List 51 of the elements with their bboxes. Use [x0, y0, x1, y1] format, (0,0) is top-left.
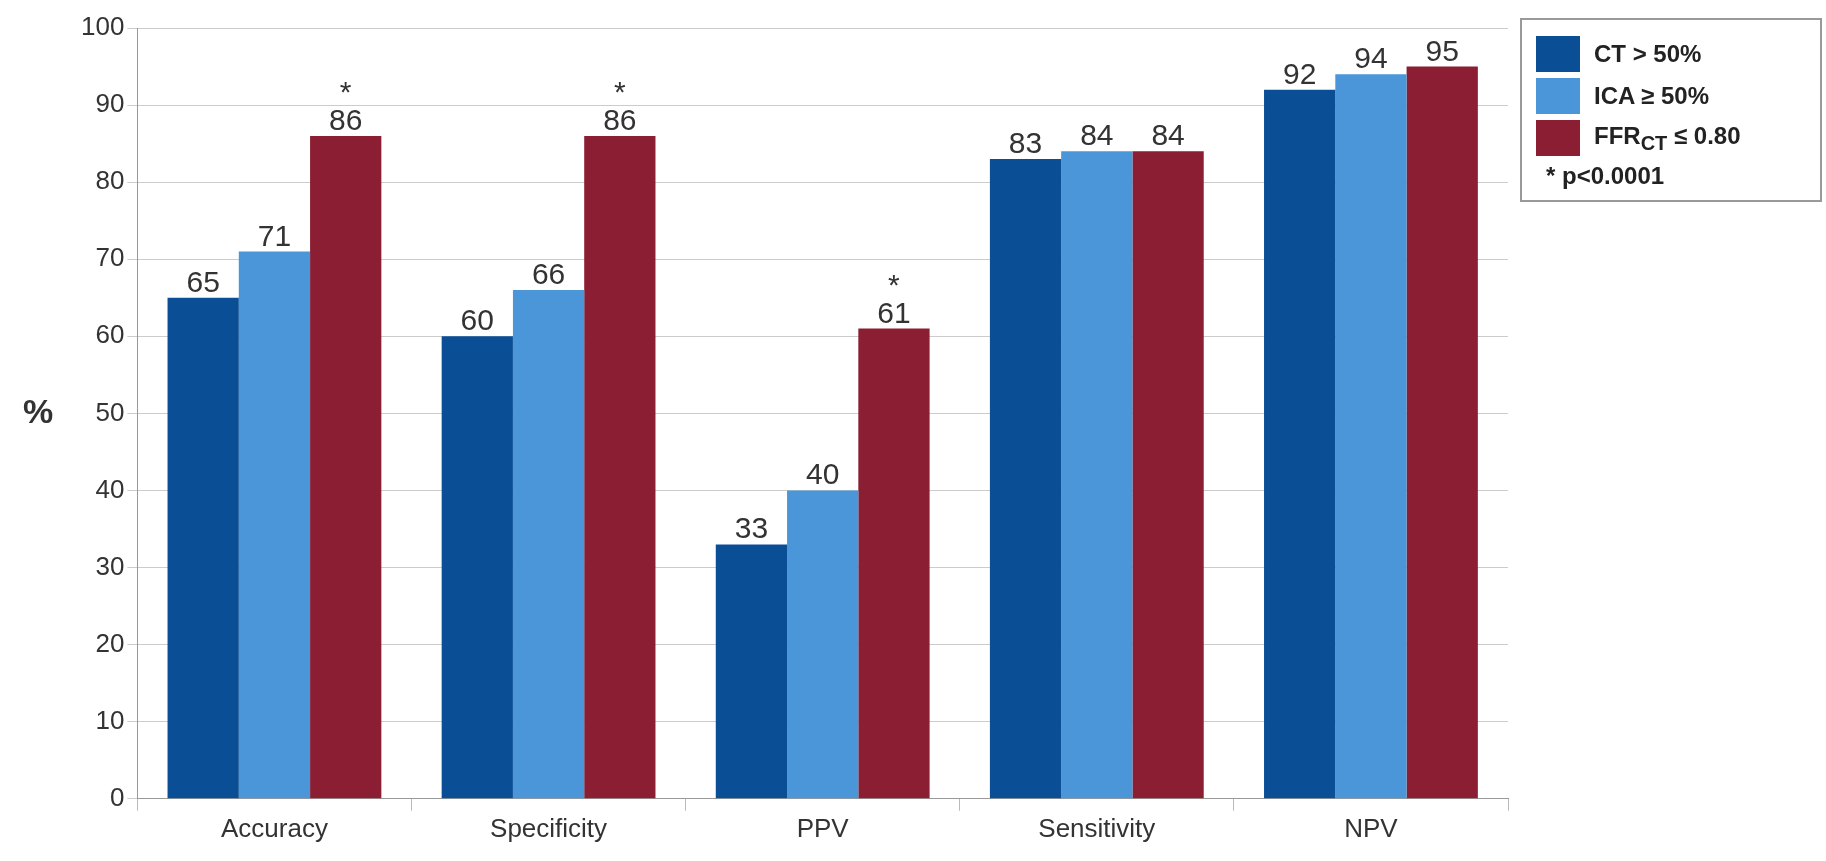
bar [310, 135, 382, 799]
data-label: 66 [530, 257, 567, 291]
y-tick-label: 0 [109, 781, 125, 812]
data-label: * 86 [328, 74, 364, 136]
x-tick-label: Specificity [490, 812, 608, 843]
legend-label: FFR$_{CT}$ ≤ 0.80 [1594, 121, 1741, 155]
data-label: 71 [256, 218, 293, 252]
y-tick-label: 100 [80, 11, 125, 42]
x-tick-label: Accuracy [220, 812, 328, 843]
bar [238, 251, 311, 799]
bar [787, 490, 859, 799]
bar [989, 159, 1062, 799]
bar [441, 336, 513, 799]
bar [512, 290, 585, 799]
data-label: 33 [733, 511, 770, 545]
y-axis-title: % [22, 391, 54, 430]
y-tick-label: 30 [95, 550, 125, 581]
data-label: 83 [1008, 126, 1043, 160]
bar [1406, 66, 1478, 799]
x-tick-label: NPV [1344, 812, 1399, 843]
bar [584, 135, 656, 799]
legend-label: CT > 50% [1594, 40, 1702, 68]
bar [1132, 151, 1204, 799]
x-tick-label: Sensitivity [1038, 812, 1156, 843]
data-label: * 61 [876, 267, 912, 329]
y-tick-label: 60 [95, 319, 125, 350]
y-tick-label: 20 [95, 627, 125, 658]
bar [1264, 89, 1336, 799]
y-tick-label: 80 [95, 165, 125, 196]
data-label: 40 [805, 457, 841, 491]
data-label: 84 [1151, 118, 1185, 152]
bar [167, 297, 239, 799]
data-label: * 86 [602, 74, 638, 136]
y-tick-label: 40 [95, 473, 125, 504]
data-label: 95 [1425, 33, 1459, 67]
bar [715, 544, 788, 799]
y-tick-label: 50 [95, 396, 125, 427]
y-tick-label: 90 [95, 88, 125, 119]
bar [858, 328, 930, 799]
data-label: 65 [185, 264, 221, 298]
x-tick-label: PPV [796, 812, 850, 843]
y-tick-label: 70 [95, 242, 125, 273]
y-tick-label: 10 [95, 704, 125, 735]
bar [1061, 151, 1133, 799]
data-label: 94 [1354, 41, 1388, 75]
legend-label: ICA ≥ 50% [1594, 82, 1709, 110]
data-label: 84 [1080, 118, 1114, 152]
data-label: 60 [459, 303, 495, 337]
bar [1335, 74, 1407, 799]
text: * p<0.0001 [1546, 162, 1666, 190]
data-label: 92 [1282, 56, 1317, 90]
